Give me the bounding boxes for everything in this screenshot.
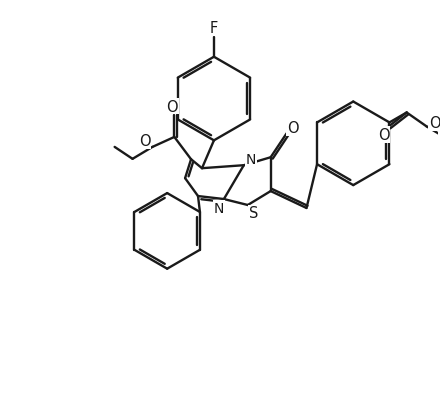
Text: O: O (429, 116, 440, 131)
Text: N: N (246, 153, 256, 167)
Text: F: F (210, 21, 218, 36)
Text: S: S (249, 206, 258, 221)
Text: O: O (287, 121, 298, 135)
Text: O: O (139, 134, 150, 149)
Text: O: O (378, 128, 389, 142)
Text: N: N (214, 202, 224, 216)
Text: O: O (166, 100, 178, 114)
